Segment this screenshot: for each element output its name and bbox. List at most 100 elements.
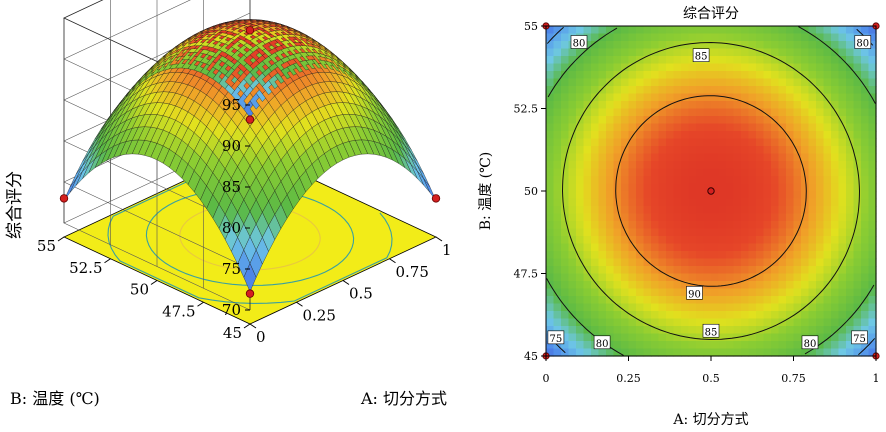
contour-cell bbox=[591, 243, 600, 252]
contour-cell bbox=[718, 243, 727, 252]
contour-cell bbox=[771, 326, 780, 335]
contour-cell bbox=[553, 101, 562, 110]
contour-cell bbox=[748, 251, 757, 260]
contour-cell bbox=[576, 78, 585, 87]
contour-cell bbox=[816, 243, 825, 252]
contour-cell bbox=[696, 138, 705, 147]
contour-cell bbox=[576, 198, 585, 207]
contour-cell bbox=[703, 318, 712, 327]
contour-cell bbox=[636, 251, 645, 260]
contour-cell bbox=[613, 326, 622, 335]
contour-cell bbox=[816, 251, 825, 260]
contour-cell bbox=[868, 348, 877, 357]
contour-cell bbox=[546, 63, 555, 72]
contour-cell bbox=[613, 228, 622, 237]
contour-cell bbox=[688, 303, 697, 312]
contour-cell bbox=[748, 116, 757, 125]
contour-cell bbox=[711, 191, 720, 200]
contour-cell bbox=[561, 26, 570, 35]
contour-cell bbox=[831, 101, 840, 110]
contour-cell bbox=[823, 78, 832, 87]
contour-cell bbox=[546, 146, 555, 155]
contour-cell bbox=[606, 348, 615, 357]
contour-cell bbox=[658, 63, 667, 72]
contour-cell bbox=[711, 71, 720, 80]
contour-cell bbox=[651, 198, 660, 207]
contour-cell bbox=[741, 108, 750, 117]
contour-cell bbox=[748, 63, 757, 72]
contour-cell bbox=[576, 101, 585, 110]
contour-cell bbox=[801, 191, 810, 200]
contour-cell bbox=[546, 116, 555, 125]
contour-cell bbox=[576, 273, 585, 282]
contour-cell bbox=[786, 266, 795, 275]
contour-cell bbox=[718, 26, 727, 35]
contour-cell bbox=[726, 101, 735, 110]
contour-cell bbox=[748, 78, 757, 87]
contour-cell bbox=[568, 228, 577, 237]
contour-cell bbox=[831, 348, 840, 357]
contour-cell bbox=[868, 108, 877, 117]
contour-cell bbox=[733, 221, 742, 230]
contour-cell bbox=[681, 221, 690, 230]
contour-cell bbox=[673, 191, 682, 200]
contour-label-box bbox=[570, 35, 588, 49]
contour-cell bbox=[688, 41, 697, 50]
contour-cell bbox=[703, 63, 712, 72]
contour-cell bbox=[861, 311, 870, 320]
contour-cell bbox=[583, 78, 592, 87]
contour-cell bbox=[591, 41, 600, 50]
contour-cell bbox=[853, 273, 862, 282]
contour-cell bbox=[838, 206, 847, 215]
contour-cell bbox=[793, 213, 802, 222]
contour-cell bbox=[636, 26, 645, 35]
contour-cell bbox=[808, 108, 817, 117]
contour-cell bbox=[763, 176, 772, 185]
contour-cell bbox=[598, 303, 607, 312]
contour-cell bbox=[628, 333, 637, 342]
contour-cell bbox=[786, 123, 795, 132]
contour-cell bbox=[733, 206, 742, 215]
contour-cell bbox=[711, 48, 720, 57]
contour-cell bbox=[733, 63, 742, 72]
contour-cell bbox=[801, 63, 810, 72]
contour-cell bbox=[748, 146, 757, 155]
contour-cell bbox=[546, 236, 555, 245]
contour-cell bbox=[741, 33, 750, 42]
contour-cell bbox=[726, 41, 735, 50]
contour-cell bbox=[793, 273, 802, 282]
contour-cell bbox=[681, 93, 690, 102]
contour-cell bbox=[801, 258, 810, 267]
contour-cell bbox=[733, 243, 742, 252]
contour-cell bbox=[703, 161, 712, 170]
contour-cell bbox=[613, 281, 622, 290]
contour-cell bbox=[823, 206, 832, 215]
contour-cell bbox=[748, 131, 757, 140]
contour-cell bbox=[673, 138, 682, 147]
contour-cell bbox=[666, 41, 675, 50]
contour-cell bbox=[658, 281, 667, 290]
contour-cell bbox=[636, 266, 645, 275]
contour-cell bbox=[673, 153, 682, 162]
contour-cell bbox=[853, 258, 862, 267]
contour-cell bbox=[613, 146, 622, 155]
contour-cell bbox=[718, 281, 727, 290]
contour-cell bbox=[636, 221, 645, 230]
contour-cell bbox=[808, 86, 817, 95]
contour-cell bbox=[861, 153, 870, 162]
contour-cell bbox=[741, 221, 750, 230]
contour-cell bbox=[801, 198, 810, 207]
contour-cell bbox=[711, 146, 720, 155]
contour-cell bbox=[621, 228, 630, 237]
contour-cell bbox=[621, 101, 630, 110]
contour-cell bbox=[868, 116, 877, 125]
contour-cell bbox=[666, 341, 675, 350]
contour-cell bbox=[741, 63, 750, 72]
contour-cell bbox=[711, 93, 720, 102]
contour-cell bbox=[613, 26, 622, 35]
contour-cell bbox=[591, 123, 600, 132]
contour-cell bbox=[636, 318, 645, 327]
contour-cell bbox=[703, 191, 712, 200]
contour-cell bbox=[703, 123, 712, 132]
contour-cell bbox=[613, 258, 622, 267]
